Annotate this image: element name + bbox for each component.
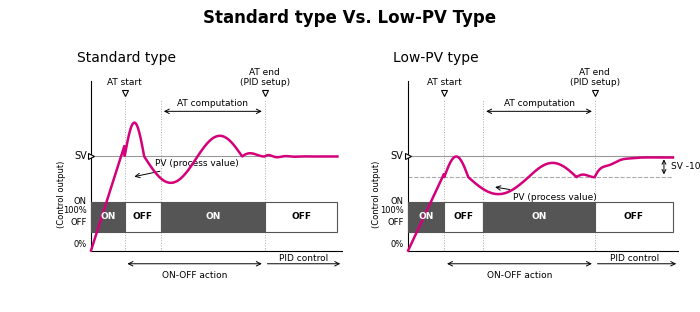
- Text: 0%: 0%: [74, 240, 87, 249]
- Text: OFF: OFF: [291, 212, 311, 221]
- Text: OFF: OFF: [133, 212, 153, 221]
- Text: SV -10%: SV -10%: [671, 162, 700, 171]
- Text: PV (process value): PV (process value): [135, 159, 239, 178]
- Text: SV: SV: [391, 152, 404, 162]
- Bar: [595, 202, 673, 232]
- Text: AT start: AT start: [107, 78, 142, 87]
- Bar: [161, 202, 265, 232]
- Bar: [265, 202, 337, 232]
- Text: 100%: 100%: [380, 206, 404, 215]
- Text: ON-OFF action: ON-OFF action: [162, 271, 228, 280]
- Text: OFF: OFF: [71, 218, 87, 227]
- Text: OFF: OFF: [387, 218, 404, 227]
- Text: OFF: OFF: [624, 212, 644, 221]
- Bar: [444, 202, 483, 232]
- Text: (Control output): (Control output): [372, 160, 381, 228]
- Text: 0%: 0%: [391, 240, 404, 249]
- Text: ON: ON: [100, 212, 116, 221]
- Bar: [408, 202, 444, 232]
- Text: AT computation: AT computation: [503, 99, 575, 108]
- Text: AT computation: AT computation: [177, 99, 248, 108]
- Text: SV: SV: [74, 152, 87, 162]
- Text: AT start: AT start: [427, 78, 461, 87]
- Text: PID control: PID control: [610, 254, 659, 263]
- Text: AT end
(PID setup): AT end (PID setup): [570, 68, 620, 87]
- Bar: [483, 202, 595, 232]
- Text: Low-PV type: Low-PV type: [393, 51, 479, 66]
- Text: (Control output): (Control output): [57, 160, 66, 228]
- Bar: [91, 202, 125, 232]
- Bar: [125, 202, 161, 232]
- Text: ON: ON: [74, 197, 87, 206]
- Text: 100%: 100%: [63, 206, 87, 215]
- Text: AT end
(PID setup): AT end (PID setup): [239, 68, 290, 87]
- Text: ON: ON: [419, 212, 434, 221]
- Text: Standard type Vs. Low-PV Type: Standard type Vs. Low-PV Type: [204, 9, 496, 27]
- Text: ON: ON: [531, 212, 547, 221]
- Text: Standard type: Standard type: [77, 51, 176, 66]
- Text: OFF: OFF: [454, 212, 474, 221]
- Text: ON-OFF action: ON-OFF action: [486, 271, 552, 280]
- Text: PID control: PID control: [279, 254, 328, 263]
- Text: ON: ON: [391, 197, 404, 206]
- Text: ON: ON: [205, 212, 220, 221]
- Text: PV (process value): PV (process value): [496, 186, 597, 202]
